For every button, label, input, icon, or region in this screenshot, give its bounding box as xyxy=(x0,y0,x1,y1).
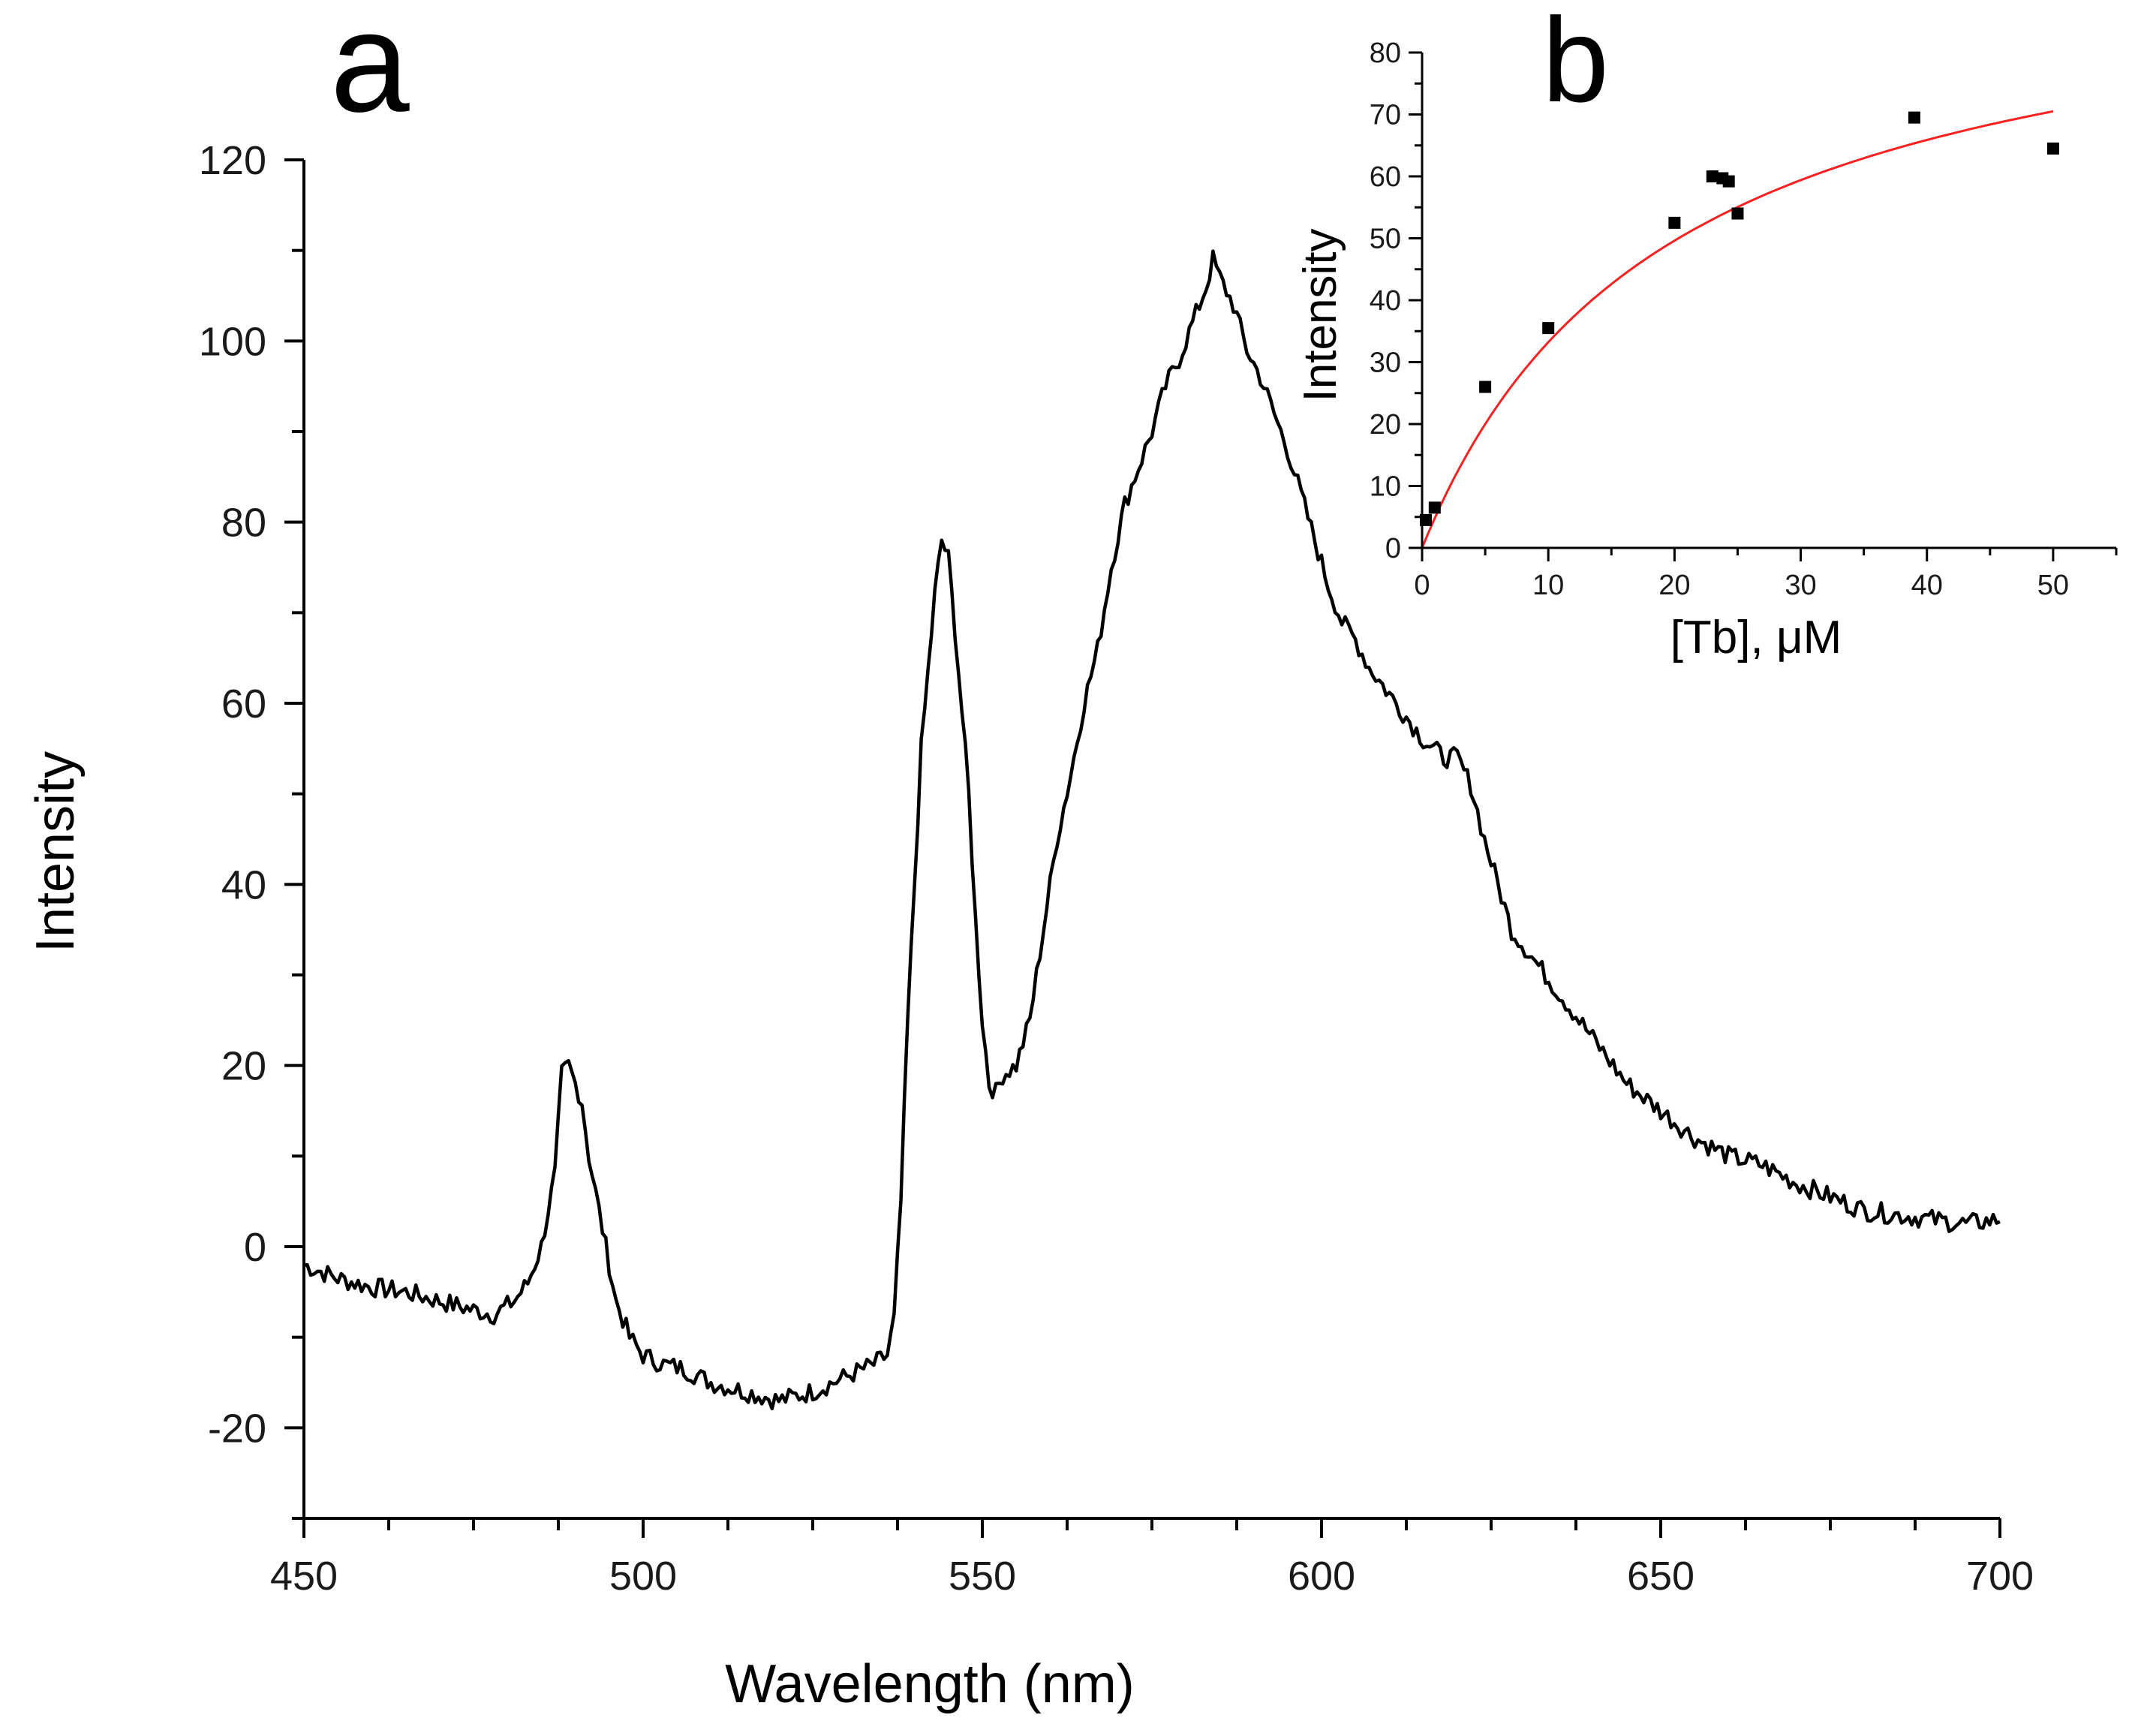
data-point xyxy=(1706,170,1719,182)
data-point xyxy=(1428,501,1441,514)
data-points xyxy=(1420,111,2059,526)
y-tick-label-b: 50 xyxy=(1370,224,1401,255)
x-tick-label-a: 600 xyxy=(1288,1554,1355,1599)
data-point xyxy=(1479,381,1492,393)
panel-label-a: a xyxy=(330,0,410,142)
y-axis-ticks-b: 0 10 20 30 40 50 60 70 80 xyxy=(1370,38,1422,564)
y-tick-label-a: 100 xyxy=(199,319,266,364)
x-tick-label-b: 30 xyxy=(1785,570,1816,601)
x-tick-label-a: 500 xyxy=(609,1554,677,1599)
y-tick-label-b: 70 xyxy=(1370,100,1401,131)
y-tick-label-a: 80 xyxy=(221,501,266,546)
data-point xyxy=(2046,142,2059,155)
x-tick-label-b: 50 xyxy=(2037,570,2069,601)
data-point xyxy=(1668,216,1681,229)
y-tick-label-b: 10 xyxy=(1370,471,1401,503)
data-point xyxy=(1731,207,1744,220)
y-axis-title-b: Intensity xyxy=(1295,229,1346,402)
spectrum-line xyxy=(303,249,2001,1411)
data-point xyxy=(1908,111,1920,124)
y-tick-label-a: 120 xyxy=(199,138,266,183)
y-tick-label-b: 80 xyxy=(1370,38,1401,69)
y-tick-label-a: 0 xyxy=(244,1225,266,1270)
y-axis-title-a: Intensity xyxy=(26,751,86,952)
x-tick-label-b: 10 xyxy=(1532,570,1564,601)
y-tick-label-a: 40 xyxy=(221,862,266,907)
y-tick-label-b: 20 xyxy=(1370,409,1401,441)
x-tick-label-a: 450 xyxy=(270,1554,338,1599)
x-tick-label-b: 40 xyxy=(1911,570,1943,601)
x-tick-label-b: 20 xyxy=(1658,570,1690,601)
panel-label-b: b xyxy=(1542,0,1609,127)
y-tick-label-b: 60 xyxy=(1370,161,1401,193)
y-tick-label-a: 60 xyxy=(221,681,266,727)
x-axis-title-b: [Tb], μM xyxy=(1670,612,1842,663)
x-tick-label-b: 0 xyxy=(1414,570,1430,601)
x-tick-label-a: 700 xyxy=(1966,1554,2034,1599)
y-tick-label-a: 20 xyxy=(221,1044,266,1089)
data-point xyxy=(1722,175,1735,188)
y-tick-label-b: 40 xyxy=(1370,285,1401,317)
x-axis-title-a: Wavelength (nm) xyxy=(725,1654,1135,1714)
y-tick-label-b: 0 xyxy=(1385,533,1401,564)
x-axis-ticks-a: 450 500 550 600 650 700 xyxy=(270,1518,2034,1599)
y-tick-label-b: 30 xyxy=(1370,348,1401,379)
y-axis-ticks-a: -20 0 20 40 60 80 100 120 xyxy=(199,138,304,1520)
titration-inset-chart: 0 10 20 30 40 50 0 10 20 30 40 50 60 70 80 [Tb], μM I… xyxy=(1295,38,2118,663)
fit-curve xyxy=(1421,110,2054,549)
x-axis-ticks-b: 0 10 20 30 40 50 xyxy=(1414,548,2118,601)
x-tick-label-a: 550 xyxy=(949,1554,1016,1599)
data-point xyxy=(1542,322,1555,335)
y-tick-label-a: -20 xyxy=(208,1406,266,1451)
x-tick-label-a: 650 xyxy=(1627,1554,1694,1599)
